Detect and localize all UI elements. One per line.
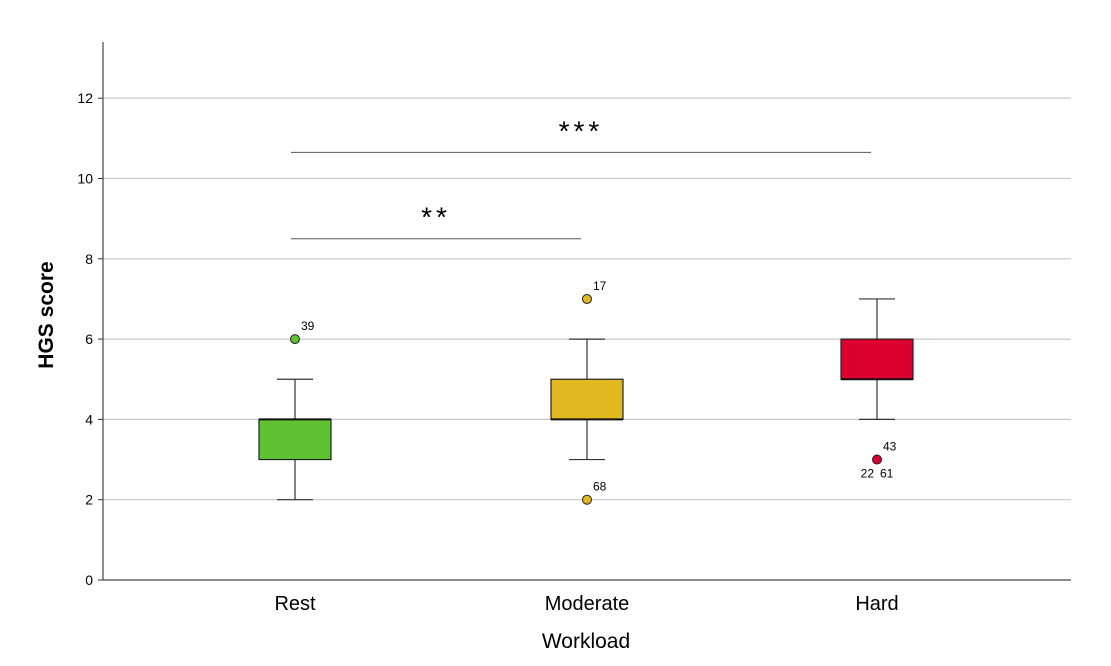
outlier-point	[582, 293, 592, 304]
outlier-label: 22	[861, 467, 875, 481]
box-iqr	[550, 378, 624, 421]
box-group-hard: 43 22 61	[840, 298, 914, 481]
x-tick-label: Moderate	[545, 593, 630, 615]
y-tick-label: 0	[85, 572, 93, 588]
significance-label: **	[421, 202, 451, 233]
outlier-label: 68	[593, 480, 607, 494]
box-iqr	[258, 418, 332, 461]
y-tick-label: 2	[85, 492, 93, 508]
y-tick-label: 8	[85, 251, 93, 267]
y-axis-title: HGS score	[35, 261, 58, 368]
y-tick-label: 4	[85, 411, 93, 427]
y-tick-label: 10	[77, 171, 93, 187]
box-group-rest: 39	[258, 319, 332, 501]
outlier-label: 17	[593, 279, 607, 293]
box-iqr	[840, 338, 914, 380]
x-tick-label: Hard	[855, 593, 898, 615]
outlier-label: 43	[883, 440, 897, 454]
significance-annotations: *****	[291, 115, 871, 240]
outlier-label: 39	[301, 319, 315, 333]
y-tick-label: 12	[77, 90, 93, 106]
outlier-point	[582, 494, 592, 505]
y-tick-label: 6	[85, 331, 93, 347]
significance-label: ***	[559, 115, 604, 146]
outlier-point	[290, 334, 300, 345]
outlier-label: 61	[880, 467, 894, 481]
x-axis-title: Workload	[542, 630, 630, 653]
x-tick-label: Rest	[274, 593, 316, 615]
outlier-point	[872, 454, 882, 465]
